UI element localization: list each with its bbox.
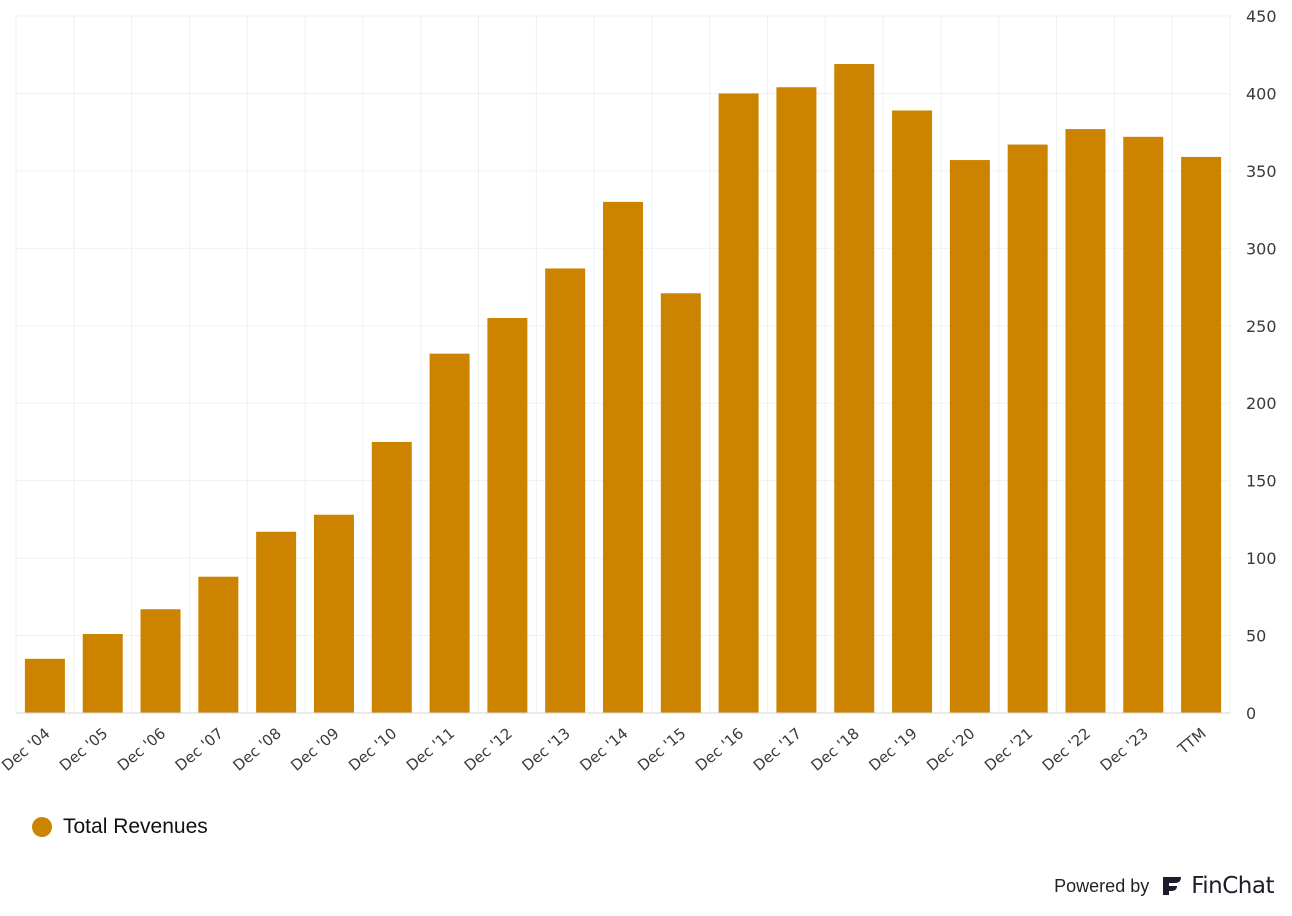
y-tick-label: 400	[1246, 84, 1277, 103]
bar[interactable]	[718, 93, 759, 713]
y-tick-label: 150	[1246, 472, 1277, 491]
bar[interactable]	[256, 531, 297, 713]
bar[interactable]	[1065, 129, 1106, 713]
y-tick-label: 50	[1246, 627, 1266, 646]
y-tick-label: 0	[1246, 704, 1256, 723]
x-tick-label: Dec '05	[56, 724, 111, 774]
x-tick-label: Dec '06	[114, 724, 169, 774]
x-tick-label: Dec '14	[576, 724, 631, 774]
powered-by-text: Powered by	[1054, 875, 1150, 896]
x-tick-label: Dec '16	[692, 724, 747, 774]
x-tick-label: Dec '23	[1097, 724, 1152, 774]
x-tick-label: Dec '12	[461, 724, 516, 774]
legend-label: Total Revenues	[63, 815, 208, 838]
bar[interactable]	[1007, 144, 1048, 713]
y-tick-label: 100	[1246, 549, 1277, 568]
bar[interactable]	[1181, 156, 1222, 714]
x-tick-label: Dec '13	[519, 724, 574, 774]
x-tick-label: Dec '07	[172, 724, 227, 774]
finchat-brand-name: FinChat	[1191, 873, 1274, 899]
bar[interactable]	[371, 441, 412, 713]
bar[interactable]	[776, 87, 817, 713]
bar[interactable]	[1123, 136, 1164, 713]
finchat-logo-icon	[1163, 877, 1182, 895]
bar[interactable]	[313, 514, 354, 713]
bar[interactable]	[834, 64, 875, 713]
bar[interactable]	[24, 658, 65, 713]
bar[interactable]	[82, 634, 123, 713]
grid-lines	[15, 15, 1231, 714]
y-tick-label: 350	[1246, 162, 1277, 181]
powered-by-footer[interactable]: Powered by FinChat	[1054, 873, 1274, 899]
x-tick-label: Dec '18	[808, 724, 863, 774]
y-tick-label: 300	[1246, 239, 1277, 258]
x-tick-label: Dec '10	[345, 724, 400, 774]
x-tick-label: Dec '09	[287, 724, 342, 774]
x-tick-label: Dec '11	[403, 724, 458, 774]
x-tick-label: Dec '04	[0, 724, 53, 774]
bar[interactable]	[429, 353, 470, 713]
bar[interactable]	[949, 160, 990, 714]
bars	[24, 64, 1222, 714]
legend-marker	[32, 817, 52, 837]
x-axis-ticks: Dec '04 Dec '05 Dec '06 Dec '07 Dec '08 Dec '…	[0, 724, 1210, 774]
y-tick-label: 250	[1246, 317, 1277, 336]
x-tick-label: Dec '22	[1039, 724, 1094, 774]
bar[interactable]	[140, 609, 181, 713]
x-tick-label: Dec '15	[634, 724, 689, 774]
x-tick-label: Dec '20	[923, 724, 978, 774]
legend[interactable]: Total Revenues	[32, 815, 208, 839]
bar[interactable]	[660, 293, 701, 713]
bar[interactable]	[892, 110, 933, 713]
bar[interactable]	[487, 318, 528, 713]
y-tick-label: 450	[1246, 7, 1277, 26]
x-tick-label: Dec '08	[229, 724, 284, 774]
y-axis-ticks: 0 50 100 150 200 250 300 350 400 450	[1246, 7, 1277, 723]
bar[interactable]	[603, 201, 643, 713]
y-tick-label: 200	[1246, 394, 1277, 413]
x-tick-label: Dec '21	[981, 724, 1036, 774]
bar[interactable]	[545, 268, 586, 713]
bar[interactable]	[198, 576, 239, 713]
x-tick-label: Dec '17	[750, 724, 805, 774]
x-tick-label: Dec '19	[865, 724, 920, 774]
x-tick-label: TTM	[1174, 724, 1210, 758]
